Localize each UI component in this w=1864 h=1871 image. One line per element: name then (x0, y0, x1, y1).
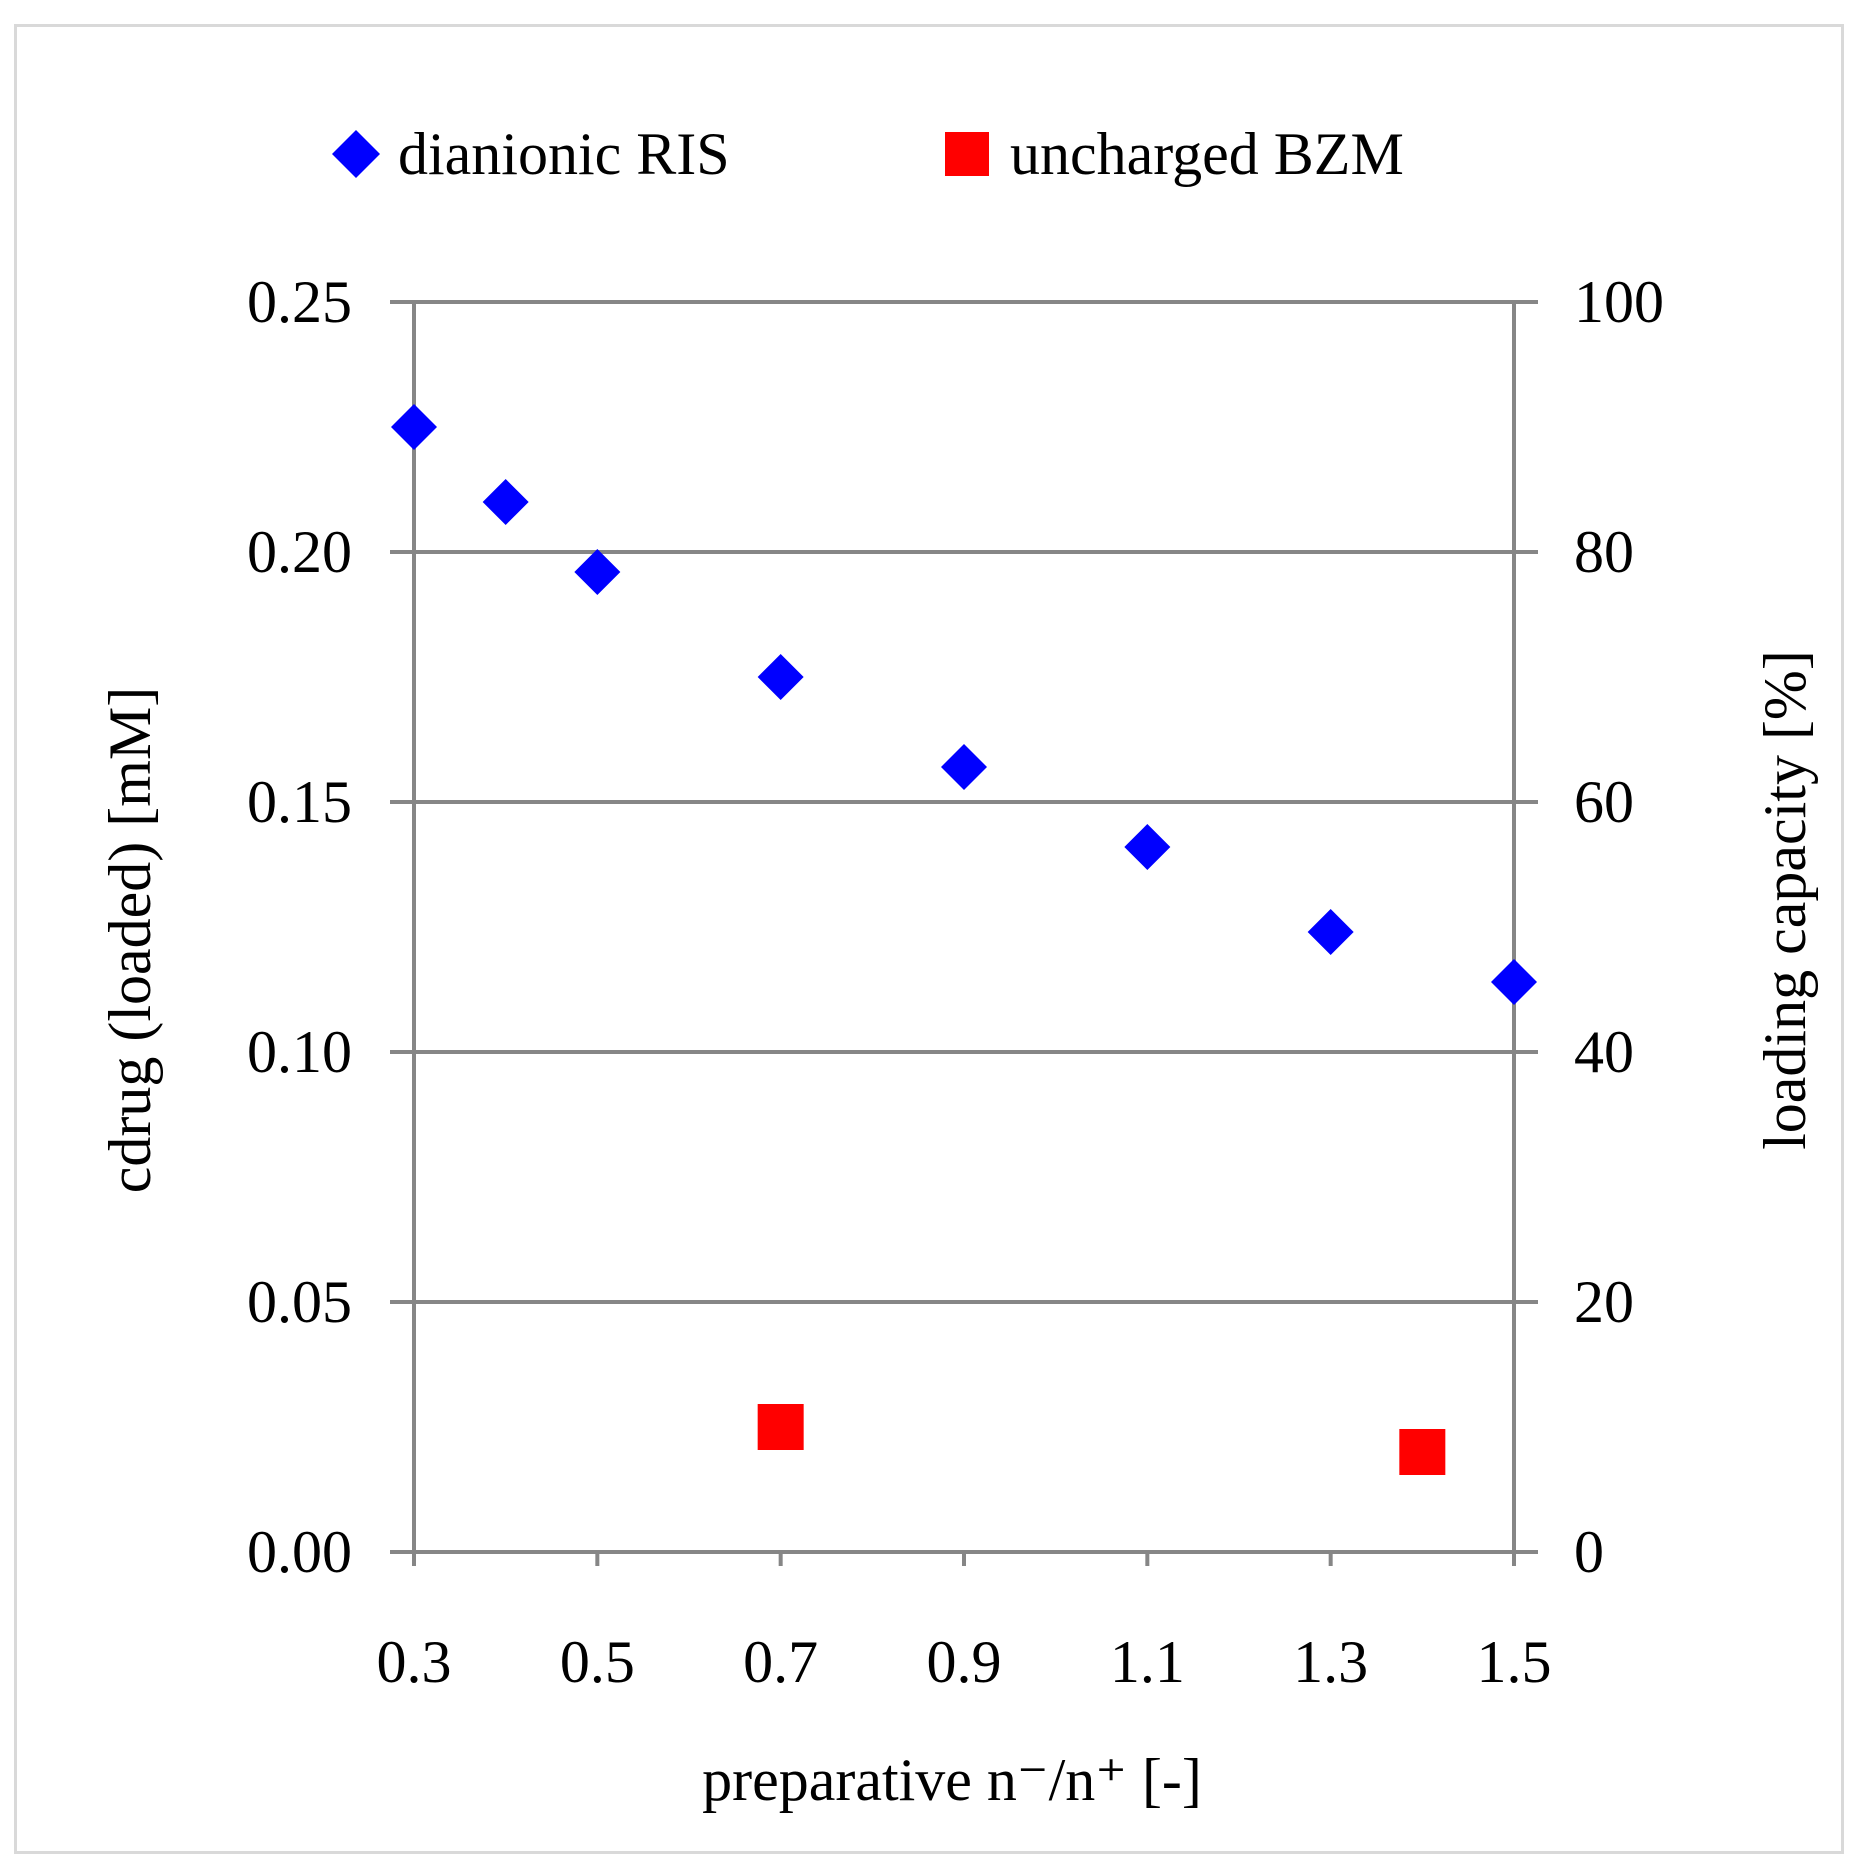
y-tick-label: 0.15 (247, 769, 352, 835)
chart-frame (14, 24, 1844, 1854)
y2-tick-label: 60 (1574, 769, 1634, 835)
x-tick-label: 0.3 (377, 1629, 452, 1695)
y2-axis-title: loading capacity [%] (1752, 650, 1818, 1150)
x-axis-title: preparative n⁻/n⁺ [-] (702, 1747, 1202, 1813)
x-tick-label: 0.7 (743, 1629, 818, 1695)
x-axis-ticks: 0.3 0.5 0.7 0.9 1.1 1.3 1.5 (377, 1552, 1552, 1695)
y2-tick-label: 20 (1574, 1269, 1634, 1335)
data-points (391, 404, 1537, 1475)
y2-axis-ticks: 0 20 40 60 80 100 (1574, 269, 1664, 1585)
legend-label-dianionic-ris: dianionic RIS (398, 121, 730, 187)
legend-marker-dianionic-ris (332, 130, 380, 178)
y-axis-ticks: 0.00 0.05 0.10 0.15 0.20 0.25 (247, 269, 352, 1585)
y-axis-title: cdrug (loaded) [mM] (97, 687, 163, 1193)
x-tick-label: 0.9 (927, 1629, 1002, 1695)
y2-tick-label: 40 (1574, 1019, 1634, 1085)
y-tick-label: 0.00 (247, 1519, 352, 1585)
y2-tick-label: 100 (1574, 269, 1664, 335)
legend: dianionic RIS uncharged BZM (332, 121, 1404, 187)
y2-tick-label: 80 (1574, 519, 1634, 585)
x-tick-label: 1.1 (1110, 1629, 1185, 1695)
data-point-dianionic-ris (574, 549, 621, 595)
legend-label-uncharged-bzm: uncharged BZM (1010, 121, 1404, 187)
y-tick-label: 0.05 (247, 1269, 352, 1335)
data-point-uncharged-bzm (1399, 1429, 1446, 1475)
y2-tick-label: 0 (1574, 1519, 1604, 1585)
y-tick-label: 0.25 (247, 269, 352, 335)
data-point-dianionic-ris (391, 404, 437, 450)
gridlines (390, 300, 1538, 1304)
x-tick-label: 0.5 (560, 1629, 635, 1695)
y-tick-label: 0.10 (247, 1019, 352, 1085)
x-tick-label: 1.3 (1293, 1629, 1368, 1695)
data-point-uncharged-bzm (757, 1404, 804, 1450)
data-point-dianionic-ris (1124, 824, 1171, 870)
data-point-dianionic-ris (1307, 909, 1354, 955)
legend-marker-uncharged-bzm (945, 132, 989, 176)
data-point-dianionic-ris (482, 479, 529, 525)
data-point-dianionic-ris (941, 744, 987, 790)
data-point-dianionic-ris (1491, 959, 1537, 1005)
y-tick-label: 0.20 (247, 519, 352, 585)
x-tick-label: 1.5 (1477, 1629, 1552, 1695)
axes (390, 302, 1538, 1564)
data-point-dianionic-ris (757, 654, 804, 700)
